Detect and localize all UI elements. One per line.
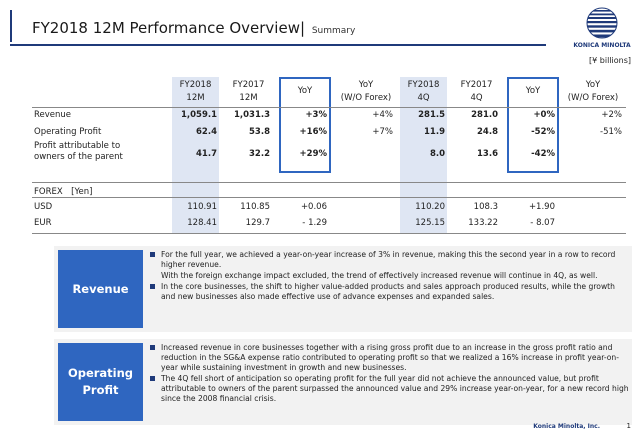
- bullet-item: Increased revenue in core businesses tog…: [150, 343, 630, 373]
- fy2018-12m-column-shade: [172, 77, 219, 234]
- company-logo: KONICA MINOLTA: [571, 6, 633, 56]
- forex-header-divider: [32, 197, 626, 198]
- forex-label-eur: EUR: [34, 218, 52, 228]
- cell-value: - 8.07: [530, 218, 555, 228]
- globe-logo-icon: [586, 7, 618, 39]
- header-fy2017-4q: FY2017 4Q: [460, 80, 493, 103]
- cell-value: 11.9: [424, 127, 445, 137]
- cell-value: -52%: [531, 127, 555, 137]
- yoy-4q-highlight-box: [507, 77, 559, 173]
- title-accent-bar: [10, 10, 12, 42]
- cell-value: 32.2: [249, 149, 270, 159]
- revenue-summary-box: Revenue For the full year, we achieved a…: [54, 246, 632, 332]
- cell-value: +4%: [372, 110, 393, 120]
- cell-value: 13.6: [477, 149, 498, 159]
- page-number: 1: [626, 422, 631, 430]
- cell-value: 24.8: [477, 127, 498, 137]
- bullet-square-icon: [150, 345, 155, 350]
- cell-value: 53.8: [249, 127, 270, 137]
- cell-value: -42%: [531, 149, 555, 159]
- cell-value: +1.90: [528, 202, 555, 212]
- cell-value: 128.41: [187, 218, 217, 228]
- table-bottom-line: [32, 233, 626, 234]
- cell-value: 125.15: [415, 218, 445, 228]
- forex-divider: [32, 182, 626, 183]
- cell-value: +0.06: [300, 202, 327, 212]
- cell-value: 110.91: [187, 202, 217, 212]
- cell-value: 133.22: [468, 218, 498, 228]
- cell-value: - 1.29: [302, 218, 327, 228]
- bullet-item: The 4Q fell short of anticipation so ope…: [150, 374, 630, 404]
- yoy-12m-highlight-box: [279, 77, 331, 173]
- cell-value: 281.0: [471, 110, 498, 120]
- unit-label: [¥ billions]: [589, 56, 631, 65]
- header-yoy-4q: YoY: [525, 86, 541, 96]
- bullet-square-icon: [150, 376, 155, 381]
- bullet-item: For the full year, we achieved a year-on…: [150, 250, 630, 270]
- cell-value: +16%: [299, 127, 327, 137]
- cell-value: 41.7: [196, 149, 217, 159]
- header-fy2018-12m: FY2018 12M: [179, 80, 212, 103]
- cell-value: +7%: [372, 127, 393, 137]
- cell-value: 8.0: [429, 149, 445, 159]
- bullet-item: In the core businesses, the shift to hig…: [150, 282, 630, 302]
- operating-profit-summary-box: Operating Profit Increased revenue in cor…: [54, 339, 632, 425]
- header-yoy-12m: YoY: [297, 86, 313, 96]
- cell-value: +3%: [305, 110, 327, 120]
- fy2018-4q-column-shade: [400, 77, 447, 234]
- cell-value: +29%: [299, 149, 327, 159]
- bullet-square-icon: [150, 284, 155, 289]
- table-divider: [32, 107, 626, 108]
- row-label-revenue: Revenue: [34, 110, 72, 120]
- page-title: FY2018 12M Performance Overview| Summary: [32, 19, 355, 37]
- cell-value: 1,031.3: [233, 110, 270, 120]
- revenue-bullets: For the full year, we achieved a year-on…: [150, 250, 630, 303]
- cell-value: 281.5: [418, 110, 445, 120]
- row-label-profit-attributable: Profit attributable to owners of the pare…: [34, 141, 123, 162]
- footer-company: Konica Minolta, Inc.: [533, 423, 600, 430]
- logo-text: KONICA MINOLTA: [573, 42, 631, 49]
- cell-value: 129.7: [245, 218, 270, 228]
- performance-table: FY2018 12M FY2017 12M YoY YoY (W/O Forex) F…: [32, 75, 626, 235]
- bullet-continuation: With the foreign exchange impact exclude…: [161, 271, 598, 280]
- revenue-badge: Revenue: [58, 250, 143, 328]
- cell-value: 1,059.1: [180, 110, 217, 120]
- row-label-operating-profit: Operating Profit: [34, 127, 102, 137]
- page-subtitle: Summary: [311, 26, 356, 36]
- cell-value: +0%: [533, 110, 555, 120]
- operating-profit-badge: Operating Profit: [58, 343, 143, 421]
- operating-profit-bullets: Increased revenue in core businesses tog…: [150, 343, 630, 405]
- cell-value: 62.4: [196, 127, 217, 137]
- cell-value: 110.20: [415, 202, 445, 212]
- bullet-square-icon: [150, 252, 155, 257]
- header-yoy-wo-forex-12m: YoY (W/O Forex): [340, 80, 392, 103]
- title-bar: FY2018 12M Performance Overview| Summary: [10, 8, 546, 46]
- cell-value: +2%: [601, 110, 622, 120]
- title-separator: |: [299, 19, 306, 37]
- header-fy2017-12m: FY2017 12M: [232, 80, 265, 103]
- forex-header: FOREX [Yen]: [34, 187, 93, 197]
- cell-value: -51%: [600, 127, 622, 137]
- page-title-text: FY2018 12M Performance Overview: [32, 19, 300, 37]
- header-fy2018-4q: FY2018 4Q: [407, 80, 440, 103]
- cell-value: 108.3: [473, 202, 498, 212]
- forex-label-usd: USD: [34, 202, 53, 212]
- cell-value: 110.85: [240, 202, 270, 212]
- header-yoy-wo-forex-4q: YoY (W/O Forex): [567, 80, 619, 103]
